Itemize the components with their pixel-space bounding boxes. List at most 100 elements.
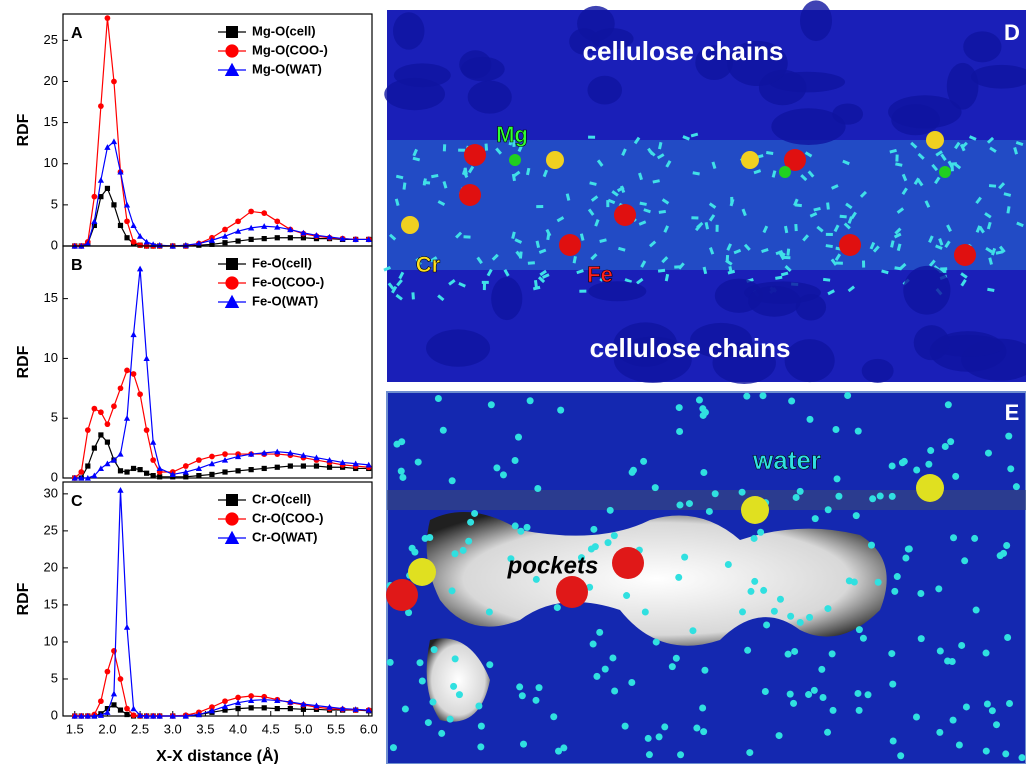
- water-dot: [788, 398, 795, 405]
- water-molecule: [862, 261, 865, 268]
- y-tick-label: 5: [51, 670, 58, 685]
- water-dot: [825, 506, 832, 513]
- data-point: [314, 463, 319, 468]
- water-dot: [393, 441, 400, 448]
- cellulose-blob: [862, 359, 894, 383]
- water-dot: [791, 648, 798, 655]
- water-dot: [1018, 754, 1025, 761]
- data-point: [143, 355, 149, 361]
- y-tick-label: 25: [44, 522, 58, 537]
- cellulose-blob: [947, 63, 979, 110]
- image-e: [386, 392, 1026, 764]
- data-point: [222, 240, 227, 245]
- water-dot: [811, 687, 818, 694]
- water-dot: [739, 608, 746, 615]
- water-dot: [757, 529, 764, 536]
- water-dot: [419, 677, 426, 684]
- data-point: [118, 468, 123, 473]
- water-dot: [676, 428, 683, 435]
- data-point: [91, 194, 97, 200]
- data-point: [157, 474, 162, 479]
- data-point: [288, 235, 293, 240]
- water-dot: [438, 730, 445, 737]
- fe-ion: [839, 234, 861, 256]
- water-dot: [983, 650, 990, 657]
- water-dot: [609, 654, 616, 661]
- water-dot: [851, 578, 858, 585]
- water-dot: [456, 691, 463, 698]
- data-point: [262, 705, 267, 710]
- water-dot: [751, 535, 758, 542]
- y-tick-label: 0: [51, 707, 58, 722]
- panel-letter: D: [1004, 20, 1020, 45]
- water-dot: [693, 725, 700, 732]
- cellulose-blob: [800, 0, 832, 41]
- water-dot: [891, 588, 898, 595]
- cellulose-blob: [832, 103, 863, 124]
- water-dot: [520, 741, 527, 748]
- water-dot: [431, 646, 438, 653]
- data-point: [92, 446, 97, 451]
- cellulose-blob: [394, 63, 451, 87]
- y-tick-label: 30: [44, 485, 58, 500]
- y-tick-label: 15: [44, 290, 58, 305]
- water-dot: [787, 613, 794, 620]
- water-molecule: [951, 164, 954, 171]
- cellulose-blob: [461, 57, 505, 81]
- cellulose-blob: [963, 31, 1001, 62]
- water-dot: [993, 721, 1000, 728]
- legend-label: Mg-O(COO-): [252, 42, 328, 57]
- data-point: [124, 368, 130, 374]
- water-dot: [699, 704, 706, 711]
- data-point: [117, 451, 123, 457]
- ion-label: Fe: [587, 262, 613, 287]
- legend-marker: [225, 276, 238, 289]
- water-molecule: [588, 136, 595, 139]
- data-point: [137, 467, 142, 472]
- plot-frame: [63, 482, 372, 716]
- water-dot: [787, 691, 794, 698]
- water-dot: [777, 596, 784, 603]
- water-dot: [398, 468, 405, 475]
- data-point: [222, 469, 227, 474]
- water-dot: [889, 493, 896, 500]
- water-dot: [894, 573, 901, 580]
- y-tick-label: 5: [51, 410, 58, 425]
- water-dot: [596, 629, 603, 636]
- water-dot: [1013, 483, 1020, 490]
- data-point: [275, 465, 280, 470]
- water-dot: [902, 554, 909, 561]
- data-point: [78, 469, 84, 475]
- data-point: [111, 79, 117, 85]
- water-dot: [725, 561, 732, 568]
- water-dot: [399, 474, 406, 481]
- water-dot: [449, 477, 456, 484]
- water-dot: [700, 412, 707, 419]
- water-dot: [675, 574, 682, 581]
- water-dot: [834, 475, 841, 482]
- water-dot: [486, 661, 493, 668]
- data-point: [111, 702, 116, 707]
- water-dot: [961, 557, 968, 564]
- water-dot: [515, 434, 522, 441]
- data-point: [111, 403, 117, 409]
- water-molecule: [423, 181, 430, 185]
- data-point: [124, 706, 130, 712]
- data-point: [118, 707, 123, 712]
- water-dot: [460, 547, 467, 554]
- data-point: [235, 695, 241, 701]
- water-dot: [536, 684, 543, 691]
- cellulose-blob: [393, 12, 425, 49]
- data-point: [91, 218, 97, 224]
- water-dot: [824, 729, 831, 736]
- water-dot: [820, 694, 827, 701]
- water-dot: [416, 659, 423, 666]
- data-point: [144, 427, 150, 433]
- water-dot: [700, 469, 707, 476]
- water-dot: [555, 748, 562, 755]
- x-tick-label: 4.5: [262, 721, 280, 736]
- x-tick-label: 4.0: [229, 721, 247, 736]
- legend-label: Fe-O(WAT): [252, 293, 318, 308]
- water-dot: [488, 401, 495, 408]
- mg-ion: [939, 166, 951, 178]
